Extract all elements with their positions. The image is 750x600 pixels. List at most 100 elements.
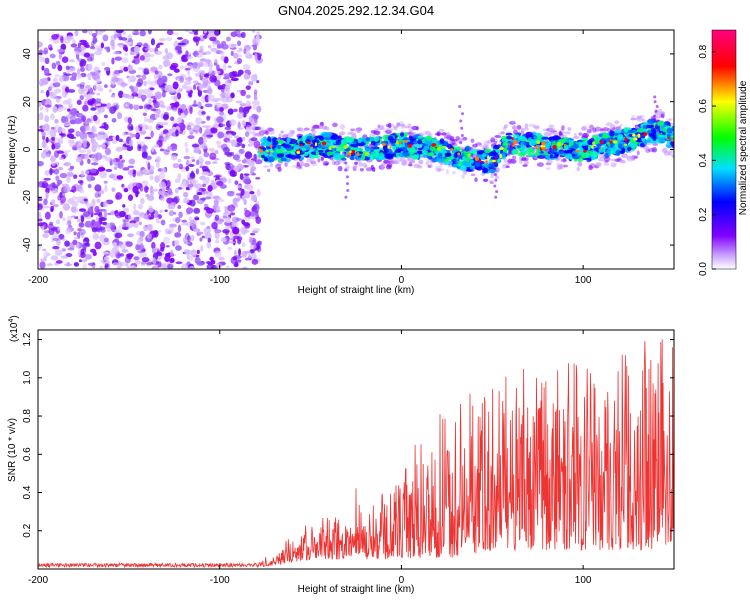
spectrogram-noise-blob (43, 177, 52, 181)
spectrogram-noise-blob (95, 217, 99, 221)
spectrogram-noise-blob (99, 226, 106, 231)
spectrogram-core-blob (602, 144, 608, 150)
spectrogram-noise-blob (193, 207, 201, 214)
spectrogram-noise-blob (76, 83, 81, 88)
spectrogram-noise-blob (222, 215, 228, 219)
spectrogram-noise-blob (252, 228, 261, 232)
spectrogram-noise-blob (126, 41, 132, 45)
spectrogram-halo-blob (502, 126, 507, 131)
spectrogram-halo-blob (560, 158, 568, 163)
spectrogram-noise-blob (196, 159, 200, 166)
spectrogram-halo-blob (461, 137, 466, 142)
spectrogram-noise-blob (243, 173, 250, 176)
spectrogram-noise-blob (188, 256, 194, 262)
spectrogram-core-blob (422, 154, 429, 158)
spectrogram-noise-blob (92, 36, 98, 44)
spectrogram-halo-blob (320, 156, 324, 161)
spectrogram-noise-blob (187, 160, 192, 165)
spectrogram-noise-blob (238, 248, 242, 256)
spectrogram-core-blob (336, 147, 343, 152)
spectrogram-noise-blob (61, 128, 66, 134)
spectrogram-noise-blob (170, 202, 177, 206)
spectrogram-halo-blob (317, 158, 321, 163)
spectrogram-noise-blob (149, 87, 155, 91)
spectrogram-noise-blob (118, 210, 126, 218)
spectrogram-noise-blob (187, 177, 194, 181)
spectrogram-noise-blob (49, 221, 54, 226)
spectrogram-halo-blob (425, 130, 431, 136)
spectrogram-noise-blob (62, 72, 67, 75)
spectrogram-noise-blob (83, 211, 91, 217)
spectrogram-noise-blob (111, 57, 115, 65)
spectrogram-noise-blob (115, 192, 123, 200)
spectrogram-core-blob (394, 148, 402, 154)
spectrogram-noise-blob (197, 101, 202, 109)
spectrogram-noise-blob (104, 265, 108, 269)
spectrogram-noise-blob (211, 221, 218, 230)
spectrogram-noise-blob (66, 175, 71, 183)
spectrogram-hot-spot (382, 142, 386, 146)
spectrogram-hot-spot (574, 149, 580, 153)
spectrogram-core-blob (383, 145, 388, 149)
spectrogram-hot-spot (474, 156, 480, 161)
spectrogram-noise-blob (190, 170, 195, 178)
spectrogram-hot-spot (408, 145, 412, 148)
spectrogram-noise-blob (162, 59, 171, 67)
spectrogram-core-blob (484, 162, 490, 169)
spectrogram-halo-blob (474, 177, 478, 183)
spectrogram-noise-blob (208, 147, 215, 152)
spectrogram-noise-blob (209, 36, 217, 42)
spectrogram-halo-blob (267, 127, 275, 132)
spectrogram-core-blob (482, 168, 489, 173)
snr-y-label: SNR (10 * v/v) (7, 418, 18, 482)
spectrogram-noise-blob (229, 237, 234, 241)
spectrogram-noise-blob (141, 98, 145, 102)
spectrogram-noise-blob (129, 51, 134, 55)
spectrogram-core-blob (568, 141, 574, 146)
spectrogram-noise-blob (129, 65, 134, 71)
spectrogram-noise-blob (93, 82, 99, 91)
spectrogram-noise-blob (256, 105, 262, 113)
spectrogram-halo-blob (321, 126, 327, 130)
spectrogram-noise-blob (186, 69, 191, 76)
spectrogram-noise-blob (218, 256, 225, 261)
spectrogram-noise-blob (160, 197, 165, 202)
spectrogram-noise-blob (81, 258, 88, 263)
spectrogram-noise-blob (162, 236, 171, 245)
spectrogram-noise-blob (247, 159, 255, 167)
spectrogram-noise-blob (45, 136, 49, 144)
spectrogram-noise-blob (175, 245, 182, 251)
spectrogram-noise-blob (53, 91, 57, 97)
spectrogram-noise-blob (104, 184, 108, 193)
spectrogram-noise-blob (121, 57, 129, 64)
spectrogram-noise-blob (202, 183, 207, 188)
spectrogram-hot-spot (403, 139, 408, 143)
spectrogram-noise-blob (84, 220, 93, 228)
spectrogram-noise-blob (201, 111, 206, 115)
spectrogram-noise-blob (43, 47, 49, 55)
spectrogram-noise-blob (99, 265, 104, 269)
spectrogram-noise-blob (214, 214, 220, 221)
spectrogram-noise-blob (199, 175, 207, 181)
spectrogram-halo-blob (668, 117, 673, 121)
spectrogram-noise-blob (84, 254, 92, 260)
spectrogram-noise-blob (125, 254, 130, 258)
spectrogram-noise-blob (236, 195, 241, 202)
spectrogram-noise-blob (242, 64, 251, 70)
spectrogram-noise-blob (57, 64, 63, 71)
spectrogram-noise-blob (214, 30, 221, 36)
spectrogram-noise-blob (254, 210, 259, 214)
spectrogram-noise-blob (148, 98, 153, 105)
spectrogram-noise-blob (163, 149, 170, 156)
spectrogram-noise-blob (67, 167, 74, 172)
spectrogram-halo-blob (586, 128, 592, 134)
spectrogram-noise-blob (38, 160, 44, 167)
spectrogram-noise-blob (94, 205, 100, 213)
spectrogram-noise-blob (78, 222, 85, 228)
spectrogram-hot-spot (321, 141, 327, 146)
spectrogram-hot-spot (535, 145, 539, 150)
spectrogram-noise-blob (167, 263, 174, 269)
spectrogram-core-blob (264, 153, 269, 157)
spectrogram-noise-blob (207, 184, 213, 192)
spectrogram-noise-blob (166, 197, 174, 204)
